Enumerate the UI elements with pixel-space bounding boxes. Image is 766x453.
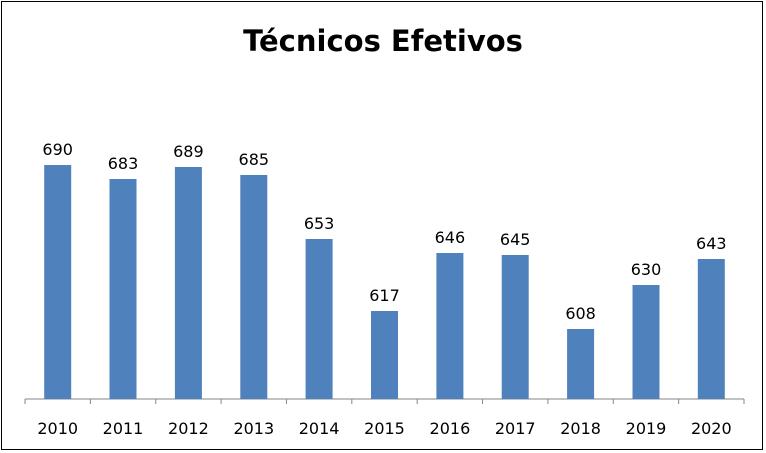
bar-2014 [305, 239, 333, 399]
data-label-2018: 608 [565, 304, 596, 323]
data-label-2016: 646 [435, 228, 466, 247]
bar-2012 [174, 167, 202, 399]
x-tick-label-2019: 2019 [626, 419, 667, 438]
x-tick-label-2018: 2018 [560, 419, 601, 438]
data-label-2019: 630 [631, 260, 662, 279]
bar-2018 [567, 329, 595, 399]
x-tick-label-2012: 2012 [168, 419, 209, 438]
x-tick-label-2017: 2017 [495, 419, 536, 438]
x-tick-label-2010: 2010 [37, 419, 78, 438]
data-label-2014: 653 [304, 214, 335, 233]
x-tick-label-2020: 2020 [691, 419, 732, 438]
data-label-2013: 685 [239, 150, 270, 169]
bar-2020 [697, 259, 725, 399]
bar-2016 [436, 253, 464, 399]
bar-2015 [371, 311, 398, 399]
data-label-2011: 683 [108, 154, 139, 173]
x-tick-label-2014: 2014 [299, 419, 340, 438]
bar-2010 [44, 165, 72, 399]
chart-title: Técnicos Efetivos [243, 24, 523, 58]
x-tick-label-2015: 2015 [364, 419, 405, 438]
data-label-2012: 689 [173, 142, 204, 161]
data-label-2015: 617 [369, 286, 400, 305]
bar-2017 [501, 255, 529, 399]
data-label-2017: 645 [500, 230, 531, 249]
x-tick-label-2016: 2016 [430, 419, 471, 438]
data-label-2020: 643 [696, 234, 727, 253]
x-tick-label-2013: 2013 [233, 419, 274, 438]
data-label-2010: 690 [42, 140, 73, 159]
bar-2019 [632, 285, 660, 399]
bar-2011 [109, 179, 137, 399]
x-tick-label-2011: 2011 [103, 419, 144, 438]
bar-2013 [240, 175, 268, 399]
